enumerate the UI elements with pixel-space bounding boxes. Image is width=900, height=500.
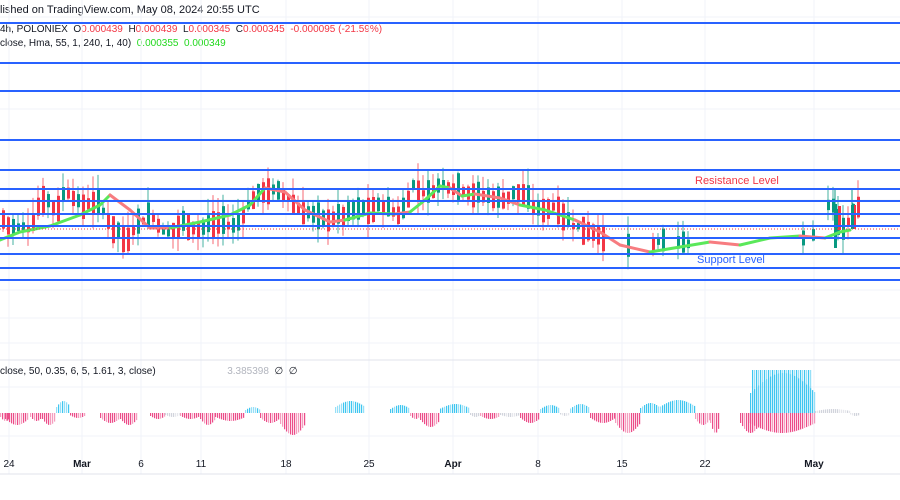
hma-value-1: 0.000355 <box>136 38 179 49</box>
x-tick-label: 8 <box>535 459 541 470</box>
x-axis: 24 Mar 6 11 18 25 Apr 8 15 22 May <box>3 459 824 470</box>
x-tick-label: 22 <box>699 459 711 470</box>
oscillator-value: 3.385398 <box>227 366 269 377</box>
horizontal-levels[interactable] <box>0 22 900 281</box>
x-tick-label: 24 <box>3 459 15 470</box>
oscillator-params: close, 50, 0.35, 6, 5, 1.61, 3, close) <box>0 366 156 377</box>
x-tick-label: 25 <box>363 459 375 470</box>
high-value: 0.000439 <box>135 24 178 35</box>
x-tick-label: Apr <box>444 459 461 470</box>
x-tick-label: 18 <box>280 459 292 470</box>
symbol-legend[interactable]: 4h, POLONIEX O0.000439 H0.000439 L0.0003… <box>0 24 383 35</box>
low-value: 0.000345 <box>188 24 231 35</box>
published-header: lished on TradingView.com, May 08, 2024 … <box>0 4 260 16</box>
na-icon-1: ∅ <box>274 366 284 377</box>
oscillator-histogram <box>0 370 860 435</box>
x-tick-label: 15 <box>616 459 628 470</box>
x-tick-label: 11 <box>196 459 207 470</box>
resistance-label[interactable]: Resistance Level <box>695 175 779 187</box>
horizontal-gridlines <box>0 16 900 437</box>
na-icon-2: ∅ <box>288 366 298 377</box>
x-tick-label: Mar <box>73 459 91 470</box>
change-value: -0.000095 (-21.59%) <box>290 24 383 35</box>
close-value: 0.000345 <box>243 24 285 35</box>
hma-params: close, Hma, 55, 1, 240, 1, 40) <box>0 38 132 49</box>
symbol-info: 4h, POLONIEX <box>0 24 68 35</box>
support-label[interactable]: Support Level <box>697 254 765 266</box>
oscillator-legend[interactable]: close, 50, 0.35, 6, 5, 1.61, 3, close) 3… <box>0 366 298 378</box>
x-tick-label: May <box>804 459 824 470</box>
hma-legend[interactable]: close, Hma, 55, 1, 240, 1, 40) 0.000355 … <box>0 38 226 50</box>
open-value: 0.000439 <box>81 24 123 35</box>
hma-value-2: 0.000349 <box>184 38 226 49</box>
x-tick-label: 6 <box>138 459 144 470</box>
